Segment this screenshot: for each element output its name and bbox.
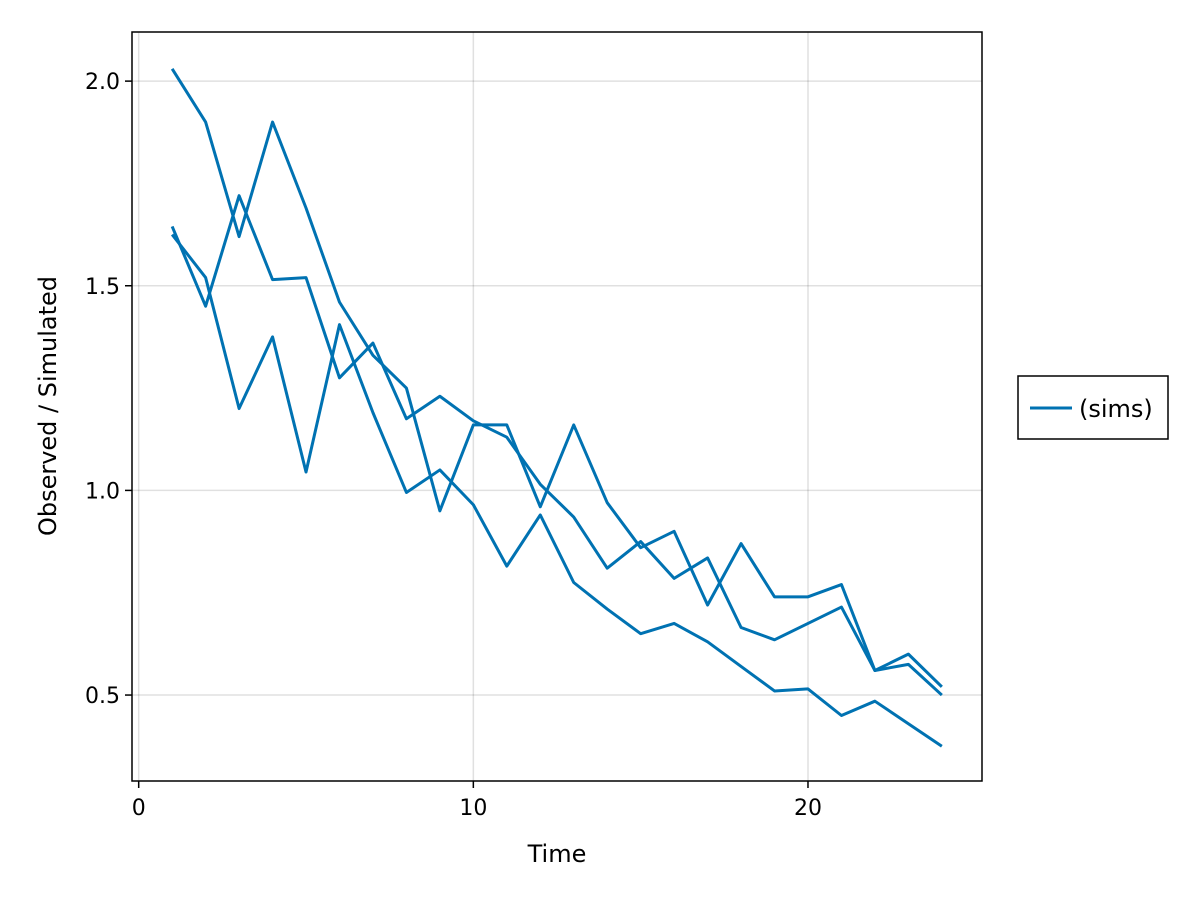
axis-ticks: 0 10 20 0.5 1.0 1.5 2.0 — [85, 70, 822, 821]
series-line-2 — [170, 194, 943, 697]
grid — [132, 32, 982, 781]
y-tick-label: 2.0 — [85, 70, 120, 95]
plot-frame — [131, 31, 983, 782]
x-tick-label: 20 — [794, 796, 822, 821]
series-line-3 — [170, 233, 943, 748]
y-axis-label: Observed / Simulated — [34, 276, 62, 536]
series-line-1 — [170, 68, 943, 688]
x-tick-label: 0 — [132, 796, 146, 821]
legend: (sims) — [1017, 375, 1169, 440]
y-tick-label: 1.5 — [85, 275, 120, 300]
y-tick-label: 0.5 — [85, 684, 120, 709]
y-tick-label: 1.0 — [85, 479, 120, 504]
x-axis-label: Time — [527, 840, 587, 868]
legend-label-sims: (sims) — [1079, 395, 1153, 423]
series-lines — [170, 68, 943, 748]
x-tick-label: 10 — [459, 796, 487, 821]
